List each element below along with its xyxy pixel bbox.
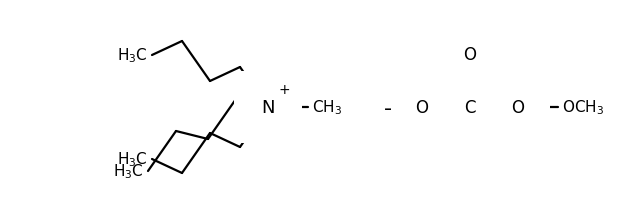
Text: N: N bbox=[261, 98, 275, 116]
Text: O: O bbox=[463, 46, 477, 64]
Text: $\mathregular{CH_3}$: $\mathregular{CH_3}$ bbox=[312, 98, 342, 117]
Text: $\mathregular{H_3C}$: $\mathregular{H_3C}$ bbox=[117, 150, 148, 169]
Text: O: O bbox=[511, 98, 525, 116]
Text: $-$: $-$ bbox=[382, 98, 398, 117]
Text: +: + bbox=[278, 83, 290, 97]
Text: $\mathregular{H_3C}$: $\mathregular{H_3C}$ bbox=[113, 162, 144, 180]
Text: $\mathregular{H_3C}$: $\mathregular{H_3C}$ bbox=[117, 46, 148, 65]
Text: $\mathregular{OCH_3}$: $\mathregular{OCH_3}$ bbox=[562, 98, 604, 117]
Text: O: O bbox=[415, 98, 429, 116]
Text: C: C bbox=[464, 98, 476, 116]
